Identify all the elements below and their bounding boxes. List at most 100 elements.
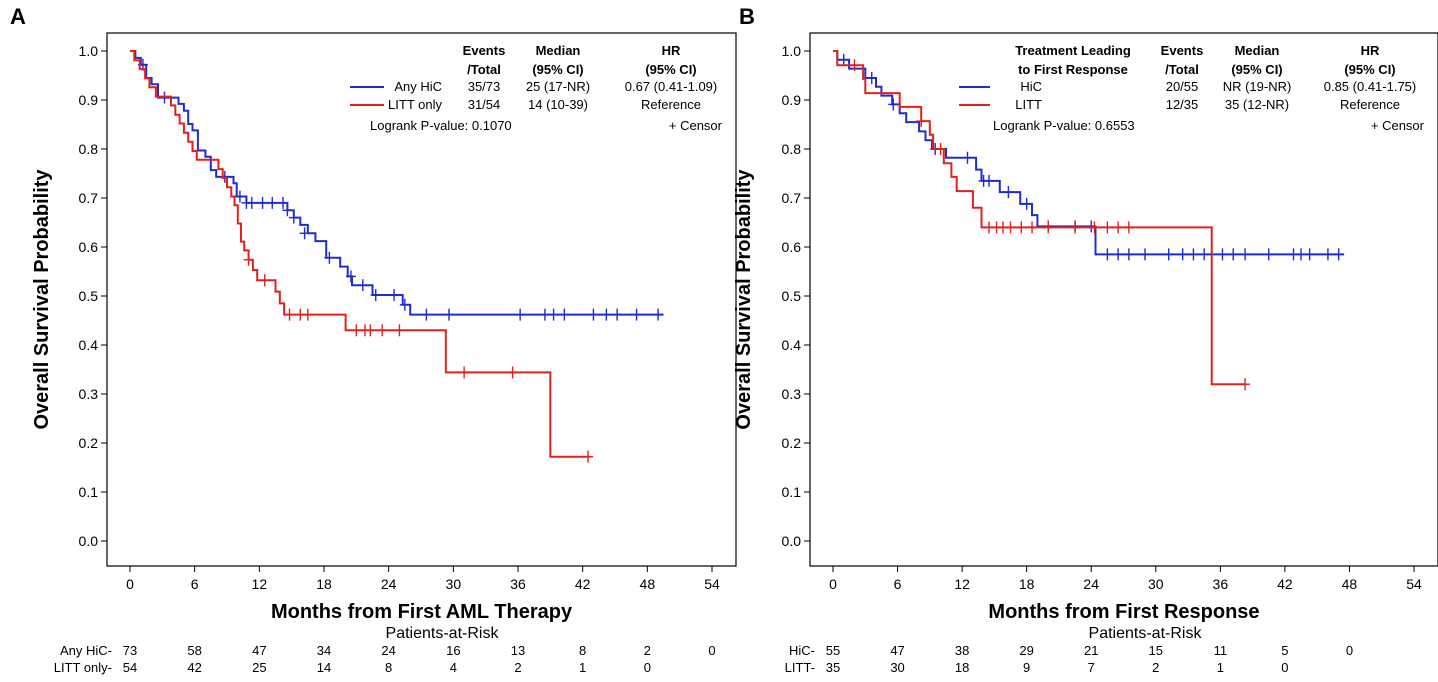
y-tick-label: 0.9 [79,92,99,108]
censor-mark [377,324,388,337]
at-risk-count: 58 [187,643,201,658]
at-risk-count: 38 [955,643,969,658]
km-panel-b: B0.00.10.20.30.40.50.60.70.80.91.00 6 12 18… [733,4,1438,675]
censor-mark [838,53,849,66]
x-tick-label: 12 [954,576,970,592]
censor-mark [1263,248,1274,261]
legend-header: (95% CI) [1231,62,1282,77]
at-risk-count: 4 [450,660,457,675]
legend-header: (95% CI) [1344,62,1395,77]
censor-mark [1140,248,1151,261]
x-tick-label: 0 [126,576,134,592]
at-risk-count: 2 [644,643,651,658]
censor-mark [345,270,356,283]
x-axis-label: Months from First Response [988,601,1259,623]
at-risk-label: Any HiC- [60,643,112,658]
censor-mark [299,227,310,240]
logrank-pvalue: Logrank P-value: 0.6553 [993,118,1135,133]
x-tick-label: 24 [381,576,397,592]
y-axis-label: Overall Survival Probability [31,169,53,430]
at-risk-count: 30 [890,660,904,675]
plot-frame [809,32,1438,567]
at-risk-count: 34 [317,643,331,658]
legend-header: /Total [1165,62,1199,77]
legend: Treatment Leading to First Response Events… [959,43,1425,133]
y-tick-label: 0.7 [79,190,99,206]
at-risk-count: 16 [446,643,460,658]
x-tick-label: 18 [316,576,332,592]
censor-mark [1089,221,1100,234]
censor-mark [1005,221,1016,234]
y-tick-label: 0.6 [782,239,802,255]
panel-letter: B [739,4,755,29]
x-tick-label: 42 [1277,576,1293,592]
censor-mark [539,308,550,321]
x-tick-label: 30 [446,576,462,592]
censor-mark [1322,248,1333,261]
y-tick-label: 0.6 [79,239,99,255]
censor-mark [1240,378,1251,391]
x-tick-label: 36 [1213,576,1229,592]
at-risk-count: 1 [1217,660,1224,675]
legend-median: 35 (12-NR) [1225,97,1289,112]
at-risk-count: 0 [1281,660,1288,675]
legend-events: 31/54 [468,97,501,112]
legend-events: 12/35 [1166,97,1199,112]
censor-mark [1163,248,1174,261]
censor-mark [1188,248,1199,261]
y-tick-label: 0.0 [782,533,802,549]
at-risk-count: 21 [1084,643,1098,658]
censor-mark [1217,248,1228,261]
x-tick-label: 6 [894,576,902,592]
at-risk-title: Patients-at-Risk [1089,625,1203,642]
y-tick-label: 0.8 [79,141,99,157]
survival-curve-litt-only [130,50,589,458]
censor-mark [1177,248,1188,261]
legend-hr: 0.67 (0.41-1.09) [625,79,718,94]
censor-mark [259,274,270,287]
censor-mark [399,298,410,311]
at-risk-count: 11 [1214,643,1228,658]
y-axis-label: Overall Survival Probability [733,169,755,430]
censor-mark [1102,248,1113,261]
y-tick-label: 0.1 [79,484,99,500]
censor-mark [916,115,927,128]
legend-hr: Reference [1340,97,1400,112]
y-tick-label: 0.9 [782,92,802,108]
at-risk-count: 8 [579,643,586,658]
censor-mark [351,324,362,337]
x-tick-label: 48 [640,576,656,592]
at-risk-count: 5 [1281,643,1288,658]
censor-mark [278,196,289,209]
y-tick-label: 0.4 [782,337,802,353]
x-tick-label: 24 [1083,576,1099,592]
censor-mark [653,308,664,321]
legend-label: HiC [1020,79,1042,94]
plot-frame [106,32,737,567]
panel-letter: A [10,4,26,29]
survival-curve-litt [833,50,1246,386]
censor-mark [1333,248,1344,261]
at-risk-count: 47 [890,643,904,658]
censor-mark [1021,197,1032,210]
at-risk-count: 25 [252,660,266,675]
legend-header: to First Response [1018,62,1128,77]
censor-mark [370,289,381,302]
censor-mark [1304,248,1315,261]
censor-mark [243,253,254,266]
legend-header: (95% CI) [645,62,696,77]
at-risk-count: 0 [1346,643,1353,658]
x-axis-label: Months from First AML Therapy [271,601,573,623]
x-tick-label: 42 [575,576,591,592]
x-tick-label: 30 [1148,576,1164,592]
censor-mark [1102,221,1113,234]
censor-mark [935,143,946,155]
legend-header: Treatment Leading [1015,43,1131,58]
y-tick-label: 0.8 [782,141,802,157]
censor-mark [601,308,612,321]
censor-mark [984,174,995,187]
legend-header: Events [463,43,506,58]
censor-mark [612,308,623,321]
at-risk-label: LITT- [785,660,815,675]
